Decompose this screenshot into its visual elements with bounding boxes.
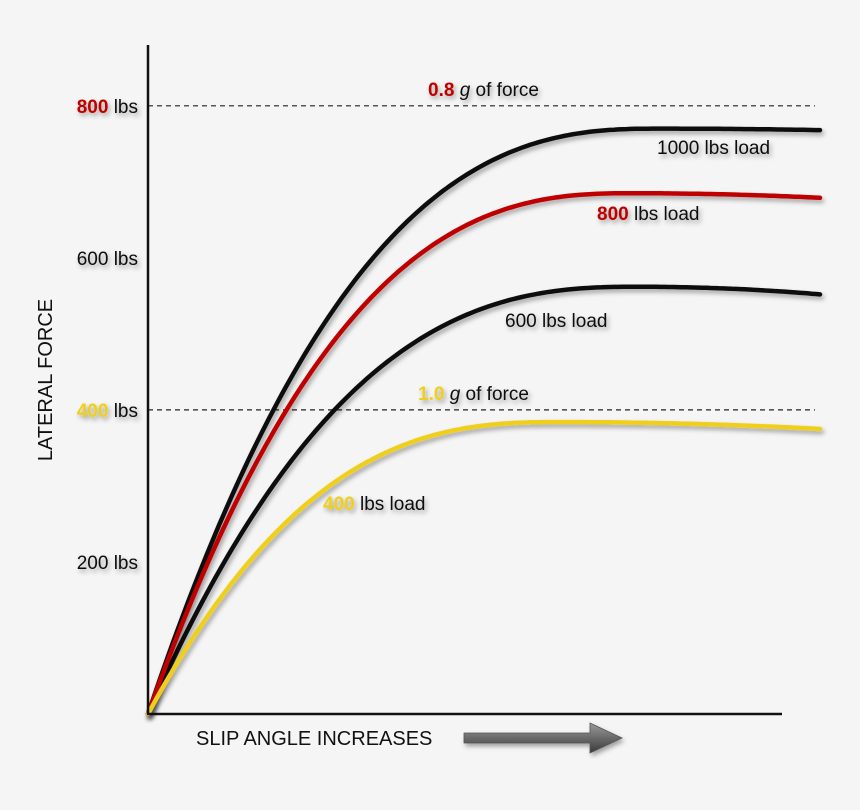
- series-label: 600 lbs load: [505, 311, 607, 332]
- x-axis-label: SLIP ANGLE INCREASES: [196, 728, 432, 750]
- series-line: [145, 190, 823, 717]
- reference-label: 1.0 g of force: [418, 384, 529, 405]
- y-tick-label: 200 lbs: [77, 553, 138, 574]
- y-tick-label: 800 lbs: [77, 97, 138, 118]
- arrow-right-icon: [463, 722, 623, 754]
- series-label: 1000 lbs load: [657, 138, 770, 159]
- series-line: [145, 419, 823, 717]
- series-label: 400 lbs load: [323, 494, 425, 515]
- series-line: [145, 284, 823, 717]
- series-label: 800 lbs load: [597, 204, 699, 225]
- reference-label: 0.8 g of force: [428, 80, 539, 101]
- y-axis-label: LATERAL FORCE: [35, 299, 57, 461]
- y-tick-label: 600 lbs: [77, 249, 138, 270]
- y-tick-label: 400 lbs: [77, 401, 138, 422]
- series-line: [145, 126, 823, 717]
